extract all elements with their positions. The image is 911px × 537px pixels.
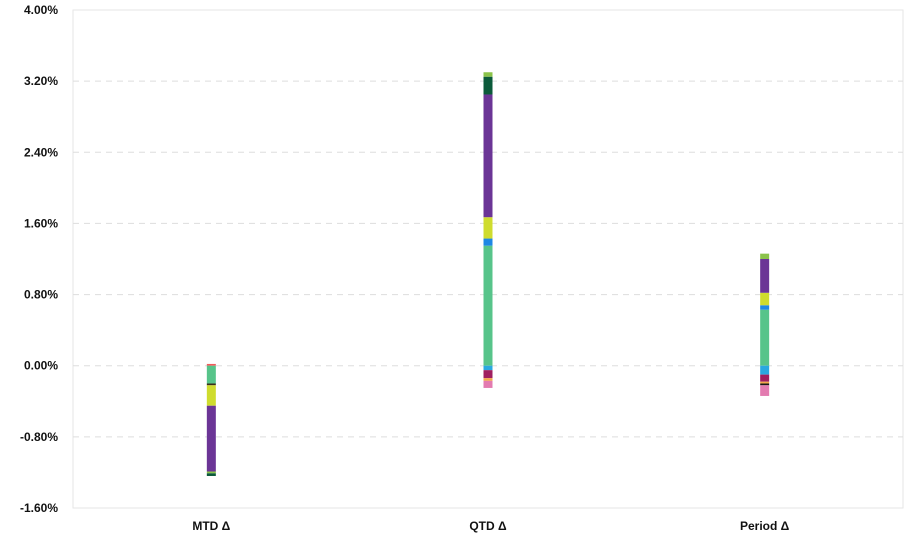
- bar-segment: [206, 383, 216, 386]
- bar-segment: [206, 365, 216, 384]
- y-tick-label: 0.80%: [24, 288, 58, 302]
- bar-segment: [483, 76, 493, 95]
- bar-segment: [483, 378, 493, 381]
- y-tick-label: 2.40%: [24, 145, 58, 159]
- x-tick-label: QTD Δ: [469, 519, 507, 533]
- bar-segment: [206, 473, 216, 476]
- bar-segment: [760, 253, 770, 259]
- x-tick-label: Period Δ: [740, 519, 790, 533]
- bar-segment: [206, 385, 216, 406]
- y-axis-ticks: 4.00% 3.20% 2.40% 1.60% 0.80% 0.00% -0.80% -1.6…: [20, 3, 58, 515]
- bar-segment: [760, 259, 770, 293]
- bar-segment: [483, 245, 493, 366]
- bar-segment: [483, 380, 493, 388]
- bar-segment: [760, 374, 770, 382]
- y-tick-label: 4.00%: [24, 3, 58, 17]
- bar-segment: [206, 363, 216, 366]
- bar-segment: [483, 370, 493, 379]
- y-tick-label: 1.60%: [24, 216, 58, 230]
- y-tick-label: -0.80%: [20, 430, 58, 444]
- bar-segment: [760, 383, 770, 386]
- bar-segment: [760, 305, 770, 310]
- bar-segment: [483, 238, 493, 246]
- bar-segment: [760, 385, 770, 396]
- bar-segment: [760, 309, 770, 366]
- bar-segment: [760, 365, 770, 375]
- bar-segment: [206, 471, 216, 474]
- bar-segment: [760, 292, 770, 306]
- y-tick-label: -1.60%: [20, 501, 58, 515]
- y-tick-label: 0.00%: [24, 359, 58, 373]
- y-tick-label: 3.20%: [24, 74, 58, 88]
- bars: [206, 72, 770, 476]
- x-tick-label: MTD Δ: [192, 519, 230, 533]
- bar-segment: [483, 217, 493, 239]
- x-axis-ticks: MTD Δ QTD Δ Period Δ: [192, 519, 789, 533]
- bar-segment: [206, 405, 216, 472]
- bar-segment: [483, 72, 493, 77]
- bar-segment: [483, 94, 493, 218]
- bar-segment: [760, 381, 770, 384]
- bar-segment: [483, 365, 493, 371]
